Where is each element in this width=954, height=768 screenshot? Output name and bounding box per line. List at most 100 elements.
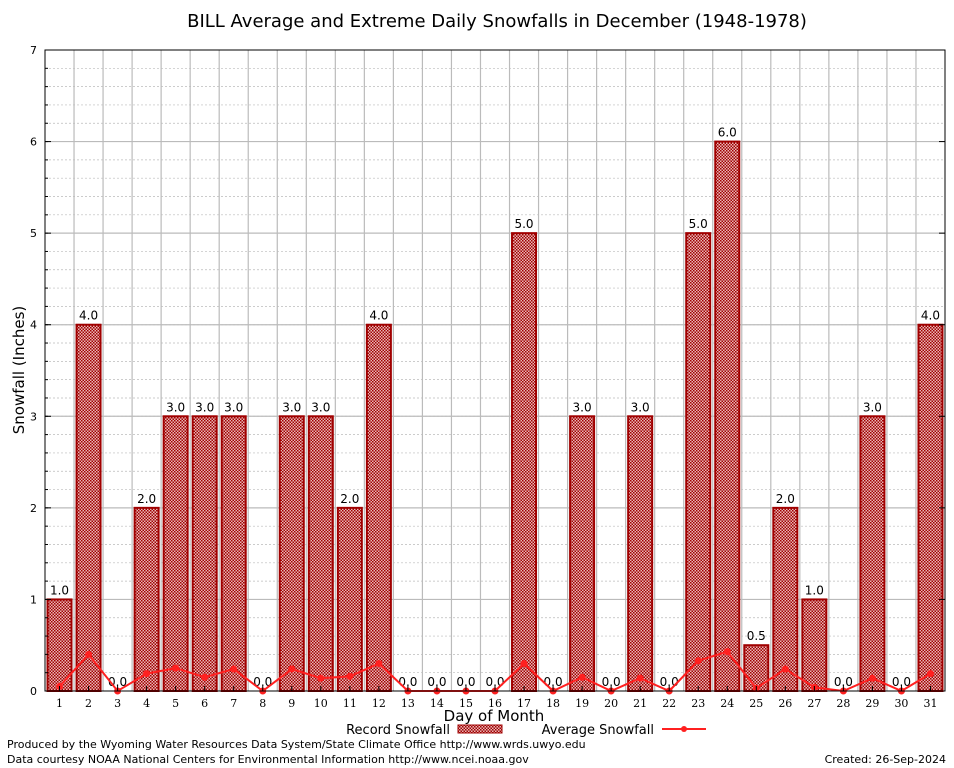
y-tick-label: 1 [30, 593, 37, 606]
bar-value-label: 0.5 [747, 629, 766, 643]
bar-value-label: 0.0 [834, 675, 853, 689]
record-bar [162, 415, 189, 692]
bar-value-label: 3.0 [195, 400, 214, 414]
record-bar [859, 415, 886, 692]
record-bar [569, 415, 596, 692]
legend: Record Snowfall Average Snowfall [346, 723, 706, 738]
x-tick-label: 17 [517, 697, 531, 710]
average-point [230, 665, 238, 673]
bar-value-label: 3.0 [224, 400, 243, 414]
x-tick-label: 3 [114, 697, 121, 710]
bar-value-label: 0.0 [892, 675, 911, 689]
record-bar [365, 323, 392, 692]
y-tick-label: 0 [30, 685, 37, 698]
bar-value-label: 0.0 [456, 675, 475, 689]
bar-value-label: 5.0 [514, 217, 533, 231]
x-tick-label: 9 [288, 697, 295, 710]
y-tick-label: 5 [30, 227, 37, 240]
average-point [868, 674, 876, 682]
average-point [317, 674, 325, 682]
bar-value-label: 5.0 [689, 217, 708, 231]
record-bar [743, 644, 770, 693]
x-tick-label: 21 [633, 697, 647, 710]
average-point [375, 660, 383, 668]
y-tick-label: 3 [30, 410, 37, 423]
y-tick-label: 6 [30, 136, 37, 149]
bar-value-label: 3.0 [863, 400, 882, 414]
record-bar [772, 506, 799, 692]
legend-label-record: Record Snowfall [346, 723, 450, 738]
bar-value-label: 4.0 [79, 309, 98, 323]
x-tick-label: 4 [143, 697, 150, 710]
bar-value-label: 2.0 [137, 492, 156, 506]
x-tick-label: 19 [575, 697, 589, 710]
x-tick-label: 15 [459, 697, 473, 710]
record-bar [75, 323, 102, 692]
x-tick-label: 23 [691, 697, 705, 710]
average-point [636, 674, 644, 682]
x-tick-label: 12 [372, 697, 386, 710]
x-axis-label: Day of Month [444, 707, 545, 725]
x-tick-label: 30 [894, 697, 908, 710]
record-bar [46, 598, 73, 693]
bar-value-label: 3.0 [282, 400, 301, 414]
average-point [578, 673, 586, 681]
record-bar [278, 415, 305, 692]
record-bar [307, 415, 334, 692]
record-bar [627, 415, 654, 692]
y-tick-label: 4 [30, 319, 37, 332]
average-point [85, 650, 93, 658]
y-tick-label: 2 [30, 502, 37, 515]
x-tick-label: 5 [172, 697, 179, 710]
legend-swatch-record [457, 724, 503, 734]
x-tick-label: 11 [343, 697, 357, 710]
x-tick-label: 31 [923, 697, 937, 710]
bar-value-label: 1.0 [805, 583, 824, 597]
bar-value-label: 6.0 [718, 126, 737, 140]
x-tick-label: 24 [720, 697, 734, 710]
average-point [201, 673, 209, 681]
average-point [346, 672, 354, 680]
bar-value-label: 0.0 [427, 675, 446, 689]
record-bar [191, 415, 218, 692]
footer-created: Created: 26-Sep-2024 [824, 753, 946, 766]
x-tick-label: 1 [56, 697, 63, 710]
average-point [694, 657, 702, 665]
average-point [172, 664, 180, 672]
record-bar [714, 140, 741, 693]
bar-value-label: 2.0 [776, 492, 795, 506]
chart-title: BILL Average and Extreme Daily Snowfalls… [187, 11, 807, 32]
legend-marker-average [681, 726, 687, 732]
x-tick-label: 7 [230, 697, 237, 710]
bar-value-label: 4.0 [369, 309, 388, 323]
x-tick-label: 25 [749, 697, 763, 710]
average-point [288, 665, 296, 673]
x-tick-label: 2 [85, 697, 92, 710]
record-bar [133, 506, 160, 692]
x-tick-label: 14 [430, 697, 444, 710]
x-tick-label: 20 [604, 697, 618, 710]
record-bar [220, 415, 247, 692]
bar-value-label: 3.0 [573, 400, 592, 414]
bar-value-label: 3.0 [311, 400, 330, 414]
footer-producer: Produced by the Wyoming Water Resources … [7, 738, 586, 751]
average-point [143, 670, 151, 678]
average-point [926, 670, 934, 678]
average-point [520, 660, 528, 668]
x-tick-label: 8 [259, 697, 266, 710]
bar-value-label: 3.0 [631, 400, 650, 414]
x-tick-label: 18 [546, 697, 560, 710]
bar-value-label: 2.0 [340, 492, 359, 506]
x-tick-label: 10 [314, 697, 328, 710]
bar-value-label: 0.0 [602, 675, 621, 689]
x-tick-label: 29 [865, 697, 879, 710]
x-tick-label: 28 [836, 697, 850, 710]
x-tick-label: 6 [201, 697, 208, 710]
x-tick-label: 16 [488, 697, 502, 710]
x-tick-label: 13 [401, 697, 415, 710]
record-bar [917, 323, 944, 692]
x-tick-label: 22 [662, 697, 676, 710]
legend-label-average: Average Snowfall [542, 723, 654, 738]
x-tick-label: 27 [807, 697, 821, 710]
